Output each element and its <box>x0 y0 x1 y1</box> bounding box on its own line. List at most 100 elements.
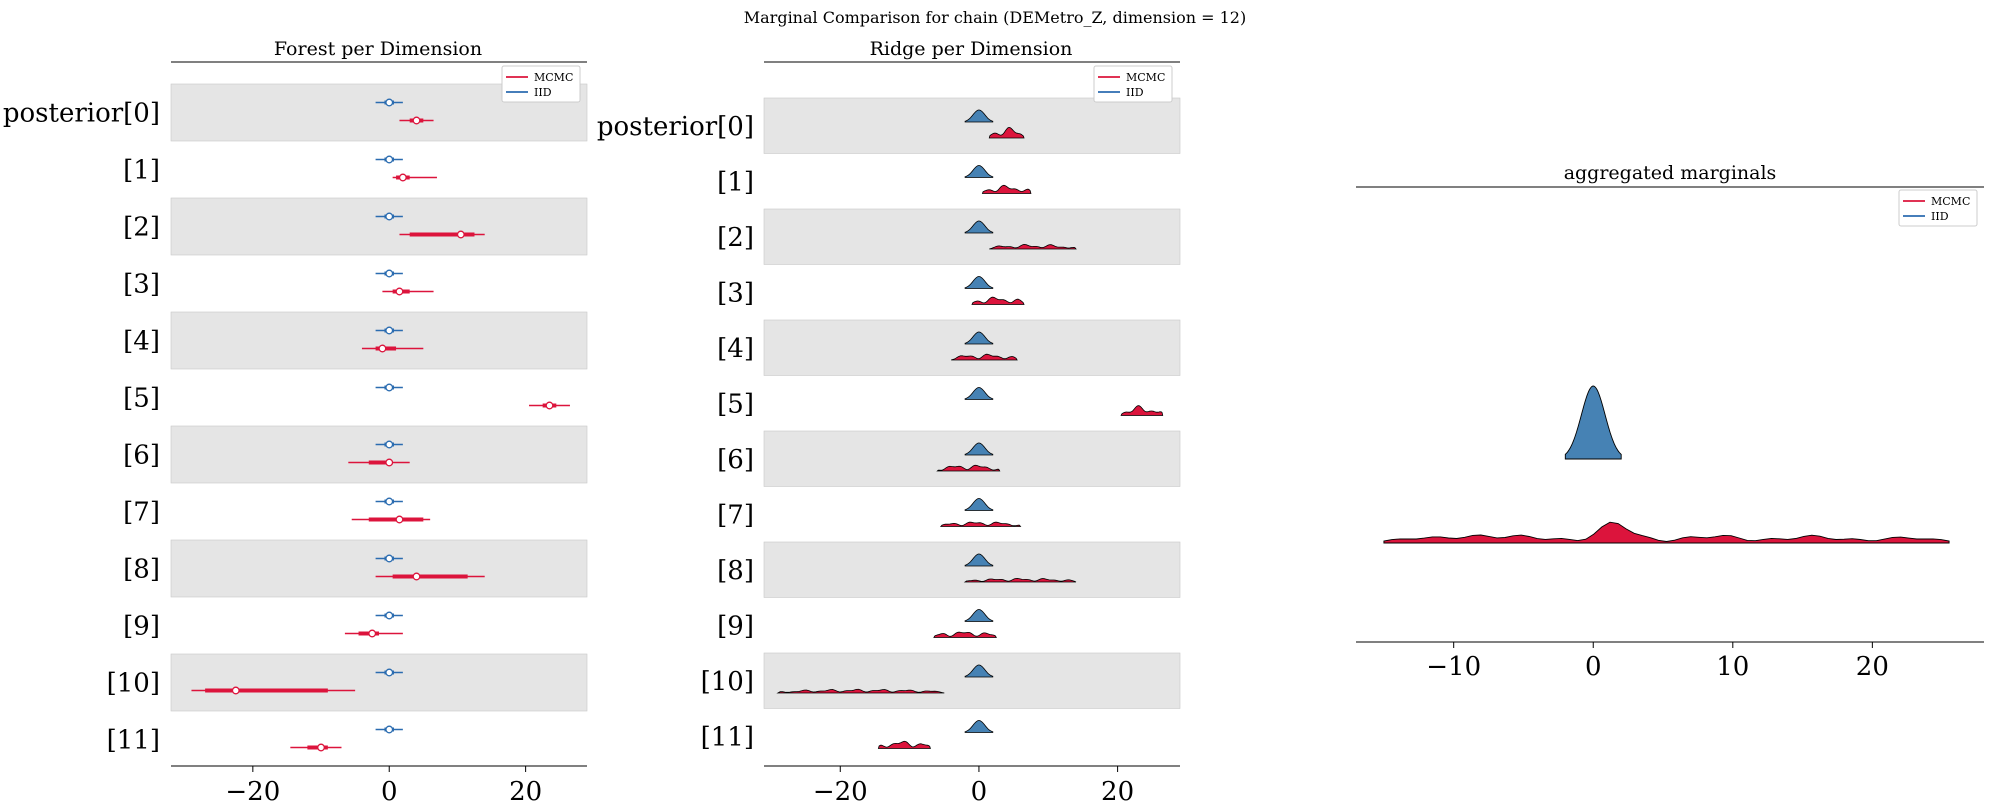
ridge-mcmc-density <box>933 631 997 638</box>
forest-row-label: [4] <box>123 327 160 357</box>
ridge-mcmc-density <box>971 296 1025 305</box>
ridge-iid-density <box>964 498 994 511</box>
forest-row-label: [7] <box>123 498 160 528</box>
ridge-mcmc-density <box>776 688 945 694</box>
ridge-mcmc-density <box>936 464 1001 472</box>
ridge-row-label: [3] <box>717 278 754 308</box>
ridge-iid-density <box>964 276 994 289</box>
ridge-row-label: [4] <box>717 334 754 364</box>
forest-iid-mean-point <box>385 440 394 449</box>
forest-row-band <box>170 311 588 370</box>
forest-x-tick-label: −20 <box>225 777 280 807</box>
forest-iid-mean-point <box>385 212 394 221</box>
forest-mcmc-mean-point <box>317 743 325 752</box>
forest-iid-mean-point <box>385 155 394 164</box>
forest-row-label: [6] <box>123 441 160 471</box>
ridge-iid-density <box>964 553 994 567</box>
forest-row-label: posterior[0] <box>3 99 160 129</box>
ridge-plot-panel: Ridge per Dimension posterior[0] [1] [2] [3… <box>597 38 1181 807</box>
forest-iid-mean-point <box>385 269 394 278</box>
ridge-row-band <box>763 319 1181 376</box>
forest-row-label: [9] <box>123 612 160 642</box>
forest-row-label: [2] <box>123 213 160 243</box>
forest-mcmc-mean-point <box>456 230 465 239</box>
forest-mcmc-mean-point <box>231 686 240 695</box>
figure-suptitle: Marginal Comparison for chain (DEMetro_Z… <box>744 8 1246 27</box>
forest-row-label: [1] <box>123 156 160 186</box>
ridge-iid-density <box>964 609 994 622</box>
aggregated-legend-box <box>1898 189 1978 227</box>
ridge-mcmc-density <box>877 740 931 749</box>
ridge-mcmc-density <box>939 521 1022 527</box>
ridge-mcmc-density <box>989 243 1077 250</box>
forest-x-tick-label: 20 <box>509 777 542 807</box>
ridge-legend-label-mcmc: MCMC <box>1126 71 1165 84</box>
ridge-iid-density <box>964 220 994 234</box>
aggregated-x-tick-label: 0 <box>1585 652 1602 682</box>
ridge-row-label: [6] <box>717 445 754 475</box>
forest-x-tick-label: 0 <box>381 777 398 807</box>
forest-mcmc-mean-point <box>545 401 554 410</box>
ridge-x-tick-label: −20 <box>813 777 868 807</box>
ridge-mcmc-density <box>951 353 1018 361</box>
aggregated-legend-label-iid: IID <box>1931 210 1949 223</box>
forest-row-label: [8] <box>123 555 160 585</box>
forest-mcmc-mean-point <box>395 515 404 524</box>
ridge-plot-title: Ridge per Dimension <box>870 38 1073 60</box>
ridge-x-tick-label: 20 <box>1101 777 1134 807</box>
forest-iid-mean-point <box>385 554 394 563</box>
ridge-legend-box <box>1093 65 1173 103</box>
forest-iid-mean-point <box>385 98 394 107</box>
aggregated-legend-label-mcmc: MCMC <box>1931 195 1970 208</box>
ridge-mcmc-density <box>981 184 1032 194</box>
forest-iid-mean-point <box>385 383 394 392</box>
ridge-row-label: [8] <box>717 556 754 586</box>
forest-legend-box <box>501 65 581 103</box>
aggregated-x-tick-label: −10 <box>1426 652 1481 682</box>
forest-row-label: [5] <box>123 384 160 414</box>
ridge-iid-density <box>964 720 994 733</box>
ridge-row-label: [2] <box>717 223 754 253</box>
ridge-iid-density <box>964 664 994 678</box>
forest-mcmc-mean-point <box>398 173 407 182</box>
forest-iid-mean-point <box>385 611 394 620</box>
ridge-row-band <box>763 97 1181 154</box>
forest-row-band <box>170 653 588 712</box>
aggregated-iid-density <box>1564 385 1622 460</box>
forest-mcmc-mean-point <box>368 629 377 638</box>
ridge-row-label: [1] <box>717 167 754 197</box>
forest-plot-panel: Forest per Dimension posterior[0] [1] [2] [… <box>3 38 588 807</box>
ridge-row-band <box>763 208 1181 265</box>
aggregated-x-tick-label: 10 <box>1716 652 1749 682</box>
ridge-iid-density <box>964 331 994 345</box>
aggregated-plot-title: aggregated marginals <box>1564 162 1777 184</box>
forest-iid-mean-point <box>385 497 394 506</box>
forest-iid-mean-point <box>385 668 394 677</box>
ridge-row-label: [5] <box>717 389 754 419</box>
forest-plot-title: Forest per Dimension <box>274 38 482 60</box>
ridge-mcmc-density <box>963 577 1077 583</box>
ridge-row-band <box>763 652 1181 709</box>
forest-mcmc-mean-point <box>395 287 404 296</box>
forest-legend-label-mcmc: MCMC <box>534 71 573 84</box>
ridge-mcmc-density <box>1120 405 1164 416</box>
forest-mcmc-mean-point <box>412 572 421 581</box>
ridge-iid-density <box>964 442 994 456</box>
ridge-row-band <box>763 430 1181 487</box>
ridge-row-label: posterior[0] <box>597 112 754 142</box>
forest-row-label: [11] <box>107 726 160 756</box>
ridge-mcmc-density <box>988 126 1025 139</box>
forest-mcmc-mean-point <box>412 116 421 125</box>
aggregated-mcmc-density <box>1383 521 1950 544</box>
forest-legend-label-iid: IID <box>534 86 552 99</box>
forest-iid-mean-point <box>385 326 394 335</box>
aggregated-marginals-panel: aggregated marginals −10 0 10 20 MCMC IID <box>1356 162 1984 682</box>
aggregated-x-tick-label: 20 <box>1856 652 1889 682</box>
forest-row-label: [3] <box>123 270 160 300</box>
ridge-row-label: [7] <box>717 500 754 530</box>
ridge-row-label: [11] <box>701 722 754 752</box>
ridge-legend-label-iid: IID <box>1126 86 1144 99</box>
ridge-iid-density <box>964 165 994 178</box>
forest-row-band <box>170 539 588 598</box>
